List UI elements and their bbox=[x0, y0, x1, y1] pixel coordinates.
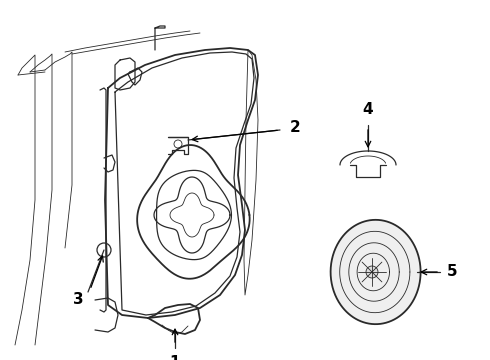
Circle shape bbox=[366, 266, 378, 278]
Text: 1: 1 bbox=[170, 355, 180, 360]
Text: 4: 4 bbox=[363, 102, 373, 117]
Text: 5: 5 bbox=[447, 265, 458, 279]
Text: 2: 2 bbox=[290, 121, 301, 135]
Text: 3: 3 bbox=[73, 292, 83, 307]
Polygon shape bbox=[331, 220, 420, 324]
